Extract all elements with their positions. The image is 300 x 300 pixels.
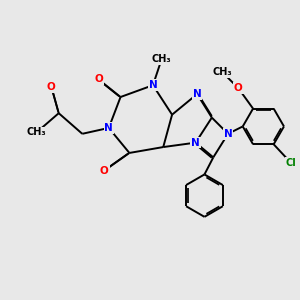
Text: N: N <box>193 89 202 99</box>
Text: CH₃: CH₃ <box>27 127 46 137</box>
Text: O: O <box>234 83 243 93</box>
Text: Cl: Cl <box>286 158 297 168</box>
Text: CH₃: CH₃ <box>152 54 172 64</box>
Text: CH₃: CH₃ <box>212 67 232 77</box>
Text: N: N <box>191 138 200 148</box>
Text: O: O <box>47 82 56 92</box>
Text: N: N <box>224 129 232 139</box>
Text: O: O <box>94 74 103 84</box>
Text: O: O <box>100 166 109 176</box>
Text: N: N <box>148 80 157 90</box>
Text: N: N <box>104 123 113 133</box>
